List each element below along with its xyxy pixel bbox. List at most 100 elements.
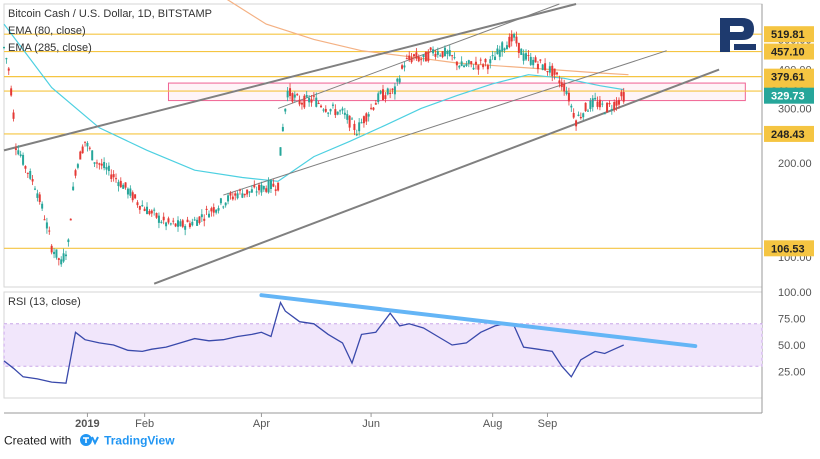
candle (284, 108, 287, 112)
candle (417, 56, 420, 62)
candle (374, 103, 377, 105)
candle (525, 53, 528, 60)
candle (234, 193, 237, 196)
candle (14, 148, 17, 150)
candle (448, 49, 451, 56)
candle (467, 60, 470, 64)
candle (181, 220, 184, 227)
candle (184, 226, 187, 230)
candle (265, 188, 268, 192)
candle (43, 219, 46, 221)
candle (29, 170, 32, 179)
candle (594, 97, 597, 100)
level-tag-0 (764, 26, 814, 43)
candle (160, 221, 163, 223)
candle (446, 50, 449, 54)
candle (169, 223, 172, 225)
candle (489, 59, 492, 64)
candle (377, 93, 380, 103)
candle (353, 123, 356, 131)
candle (613, 102, 616, 111)
candle (300, 102, 303, 105)
candle (586, 110, 589, 112)
candle (81, 146, 84, 154)
candle (24, 166, 27, 169)
candle (134, 194, 137, 199)
candle (205, 208, 208, 211)
candle (343, 112, 346, 115)
tradingview-link[interactable]: TradingView (104, 433, 175, 448)
rsi-legend: RSI (13, close) (8, 296, 81, 308)
mid-channel-line (223, 50, 667, 196)
candle (274, 189, 277, 191)
level-tag-label-5: 106.53 (771, 243, 805, 255)
candle (79, 151, 82, 160)
ema-fast-legend: EMA (80, close) (8, 25, 86, 37)
candle (412, 54, 415, 57)
candle (443, 47, 446, 56)
candle (217, 208, 220, 211)
candle (351, 118, 354, 120)
candle (482, 64, 485, 68)
candle (534, 57, 537, 63)
candle (577, 114, 580, 117)
candle (198, 216, 201, 223)
candle (470, 61, 473, 64)
candle (293, 94, 296, 98)
candle (105, 167, 108, 170)
candle (453, 57, 456, 59)
candle (291, 93, 294, 102)
candle (93, 162, 96, 164)
candle (203, 218, 206, 221)
candle (379, 91, 382, 94)
candle (38, 194, 41, 202)
candle (67, 239, 70, 243)
candle (556, 72, 559, 75)
candle (162, 216, 165, 221)
candle (558, 80, 561, 84)
candle (327, 112, 330, 114)
current-price-tag (764, 87, 814, 104)
candle (260, 184, 263, 193)
candle (236, 193, 239, 199)
candle (143, 208, 146, 212)
upper-channel-line (3, 3, 577, 152)
time-label-0: 2019 (75, 418, 99, 430)
candle (355, 133, 358, 136)
candle (17, 150, 20, 155)
level-tag-2 (764, 68, 814, 85)
candle (193, 219, 196, 221)
candle (212, 207, 215, 213)
candle (126, 188, 129, 195)
candle (115, 178, 118, 180)
candle (606, 102, 609, 112)
candle (596, 101, 599, 107)
candle (510, 34, 513, 42)
candle (391, 88, 394, 90)
level-tag-5 (764, 240, 814, 257)
candle (608, 102, 611, 105)
candle (560, 82, 563, 88)
candle (224, 202, 227, 206)
candle (408, 55, 411, 60)
level-tag-1 (764, 43, 814, 60)
candle (172, 220, 175, 222)
rsi-tick-3: 25.00 (778, 367, 806, 379)
candle (322, 109, 325, 111)
candle (541, 64, 544, 70)
candle (317, 102, 320, 104)
candle (491, 55, 494, 57)
candle (272, 183, 275, 187)
candle (238, 189, 241, 191)
candle (148, 210, 151, 215)
candle (41, 203, 44, 209)
candle (584, 102, 587, 112)
candle (286, 90, 289, 98)
candle (219, 198, 222, 204)
candle (177, 220, 180, 227)
candle (529, 56, 532, 65)
candle (153, 209, 156, 211)
price-tick-2: 300.00 (778, 103, 812, 115)
candle (210, 208, 213, 212)
